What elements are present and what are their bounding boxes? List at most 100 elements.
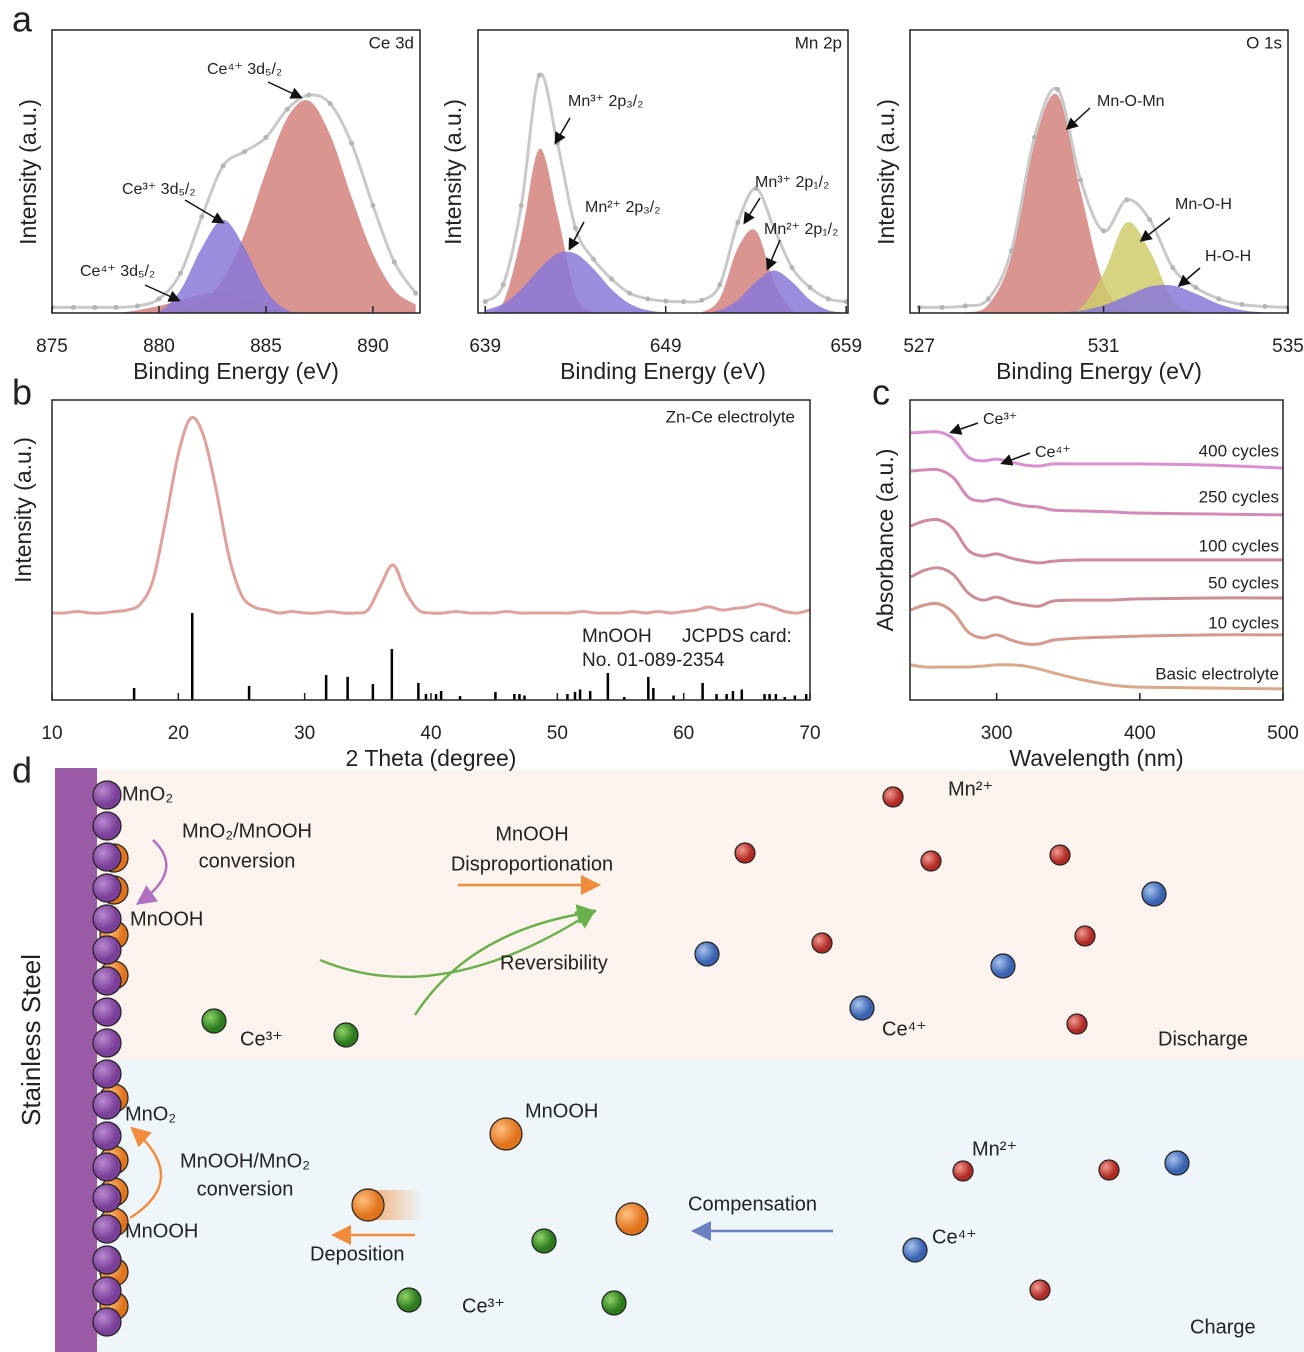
envelope-point <box>1193 285 1199 291</box>
mn2-ion <box>811 932 833 954</box>
electrode-mno2 <box>92 966 122 996</box>
envelope-point <box>370 202 376 208</box>
component-peak <box>485 270 847 313</box>
y-axis-label: Intensity (a.u.) <box>873 99 899 245</box>
mnooh-particle <box>615 1202 649 1236</box>
series-line <box>910 517 1283 565</box>
envelope-point <box>1008 248 1014 254</box>
electrode-mno2 <box>92 1059 122 1089</box>
mn2-ion <box>1029 1279 1051 1301</box>
ce3-ion <box>396 1287 422 1313</box>
envelope-point <box>609 276 615 282</box>
series-label: 100 cycles <box>1199 536 1279 555</box>
electrode-mno2 <box>92 1245 122 1275</box>
plot-area <box>482 72 848 313</box>
envelope-point <box>681 299 687 305</box>
component-peak <box>52 219 416 313</box>
diagram-text: Reversibility <box>500 952 608 974</box>
diagram-text: conversion <box>197 1178 294 1200</box>
envelope-point <box>699 297 705 303</box>
ce4-ion <box>1141 881 1167 907</box>
electrode-mno2 <box>92 935 122 965</box>
envelope-point <box>327 101 333 107</box>
diagram-text: MnOOH/MnO₂ <box>180 1150 310 1172</box>
x-tick-label: 885 <box>250 336 282 357</box>
electrode-mno2 <box>92 780 122 810</box>
mn2-ion <box>734 842 756 864</box>
diagram-text: Ce³⁺ <box>240 1028 283 1050</box>
panel-title: O 1s <box>1246 33 1282 52</box>
envelope-point <box>284 106 290 112</box>
x-tick-label: 880 <box>143 336 175 357</box>
electrode-mno2 <box>92 811 122 841</box>
diagram-text: MnOOH <box>525 1100 598 1122</box>
series-label: Zn-Ce electrolyte <box>666 407 795 426</box>
component-peak <box>485 251 847 313</box>
ce3-ion <box>333 1022 359 1048</box>
reference-card: No. 01-089-2354 <box>582 650 725 671</box>
envelope-point <box>242 149 248 155</box>
annotation-arrow <box>1000 452 1031 466</box>
envelope-point <box>717 282 723 288</box>
x-tick-label: 400 <box>1124 723 1156 744</box>
diagram-text: Mn²⁺ <box>972 1138 1017 1160</box>
envelope-point <box>306 92 312 98</box>
x-axis-label: Binding Energy (eV) <box>560 358 766 384</box>
mn2-ion <box>882 786 904 808</box>
series-line <box>910 467 1283 517</box>
series-label: Basic electrolyte <box>1155 664 1279 683</box>
electrode-mno2 <box>92 997 122 1027</box>
plot-area <box>910 430 1283 691</box>
envelope-point <box>413 290 419 296</box>
envelope-point <box>1239 302 1245 308</box>
mn2-ion <box>952 1160 974 1182</box>
envelope-point <box>1055 86 1061 92</box>
x-tick-label: 300 <box>981 723 1013 744</box>
x-tick-label: 60 <box>673 723 694 744</box>
annotation: Ce⁴⁺ <box>1035 444 1071 461</box>
x-tick-label: 649 <box>650 336 682 357</box>
series-label: 250 cycles <box>1199 487 1279 506</box>
reference-source: JCPDS card: <box>682 626 792 647</box>
mnooh-particle <box>351 1188 385 1222</box>
reference-name: MnOOH <box>582 626 652 647</box>
peak-label: H-O-H <box>1205 248 1251 265</box>
annotation-arrow <box>949 422 979 435</box>
series-label: 400 cycles <box>1199 441 1279 460</box>
diagram-text: Discharge <box>1158 1028 1248 1050</box>
mn2-ion <box>920 850 942 872</box>
diagram-text: Compensation <box>688 1193 817 1215</box>
diagram-text: Ce³⁺ <box>462 1295 505 1317</box>
envelope-point <box>1031 135 1037 141</box>
peak-arrow <box>144 284 181 302</box>
diagram-text: Charge <box>1190 1316 1256 1338</box>
panel-label: a <box>12 0 33 40</box>
peak-label: Mn²⁺ 2p₃/₂ <box>585 199 660 216</box>
x-tick-label: 659 <box>830 336 862 357</box>
plot-frame <box>477 29 849 314</box>
peak-label: Ce⁴⁺ 3d₅/₂ <box>80 263 155 280</box>
discharge-zone <box>97 770 1304 1060</box>
electrode-mno2 <box>92 1121 122 1151</box>
envelope-point <box>536 72 542 78</box>
peak-arrow <box>766 239 781 271</box>
ce4-ion <box>849 995 875 1021</box>
peak-arrow <box>1177 267 1201 287</box>
envelope-point <box>1216 296 1222 302</box>
peak-arrow <box>184 199 225 224</box>
x-tick-label: 40 <box>420 723 441 744</box>
x-tick-label: 875 <box>36 336 68 357</box>
reversibility-arrow <box>319 909 597 979</box>
envelope-point <box>771 225 777 231</box>
peak-label: Mn-O-Mn <box>1097 93 1165 110</box>
panel-label: d <box>12 750 32 791</box>
envelope-point <box>199 214 205 220</box>
ce3-ion <box>201 1008 227 1034</box>
x-tick-label: 50 <box>547 723 568 744</box>
x-axis-label: Binding Energy (eV) <box>996 358 1202 384</box>
mn2-ion <box>1074 925 1096 947</box>
ce4-ion <box>902 1237 928 1263</box>
peak-arrow <box>1065 107 1091 131</box>
peak-label: Mn³⁺ 2p₁/₂ <box>755 174 829 191</box>
